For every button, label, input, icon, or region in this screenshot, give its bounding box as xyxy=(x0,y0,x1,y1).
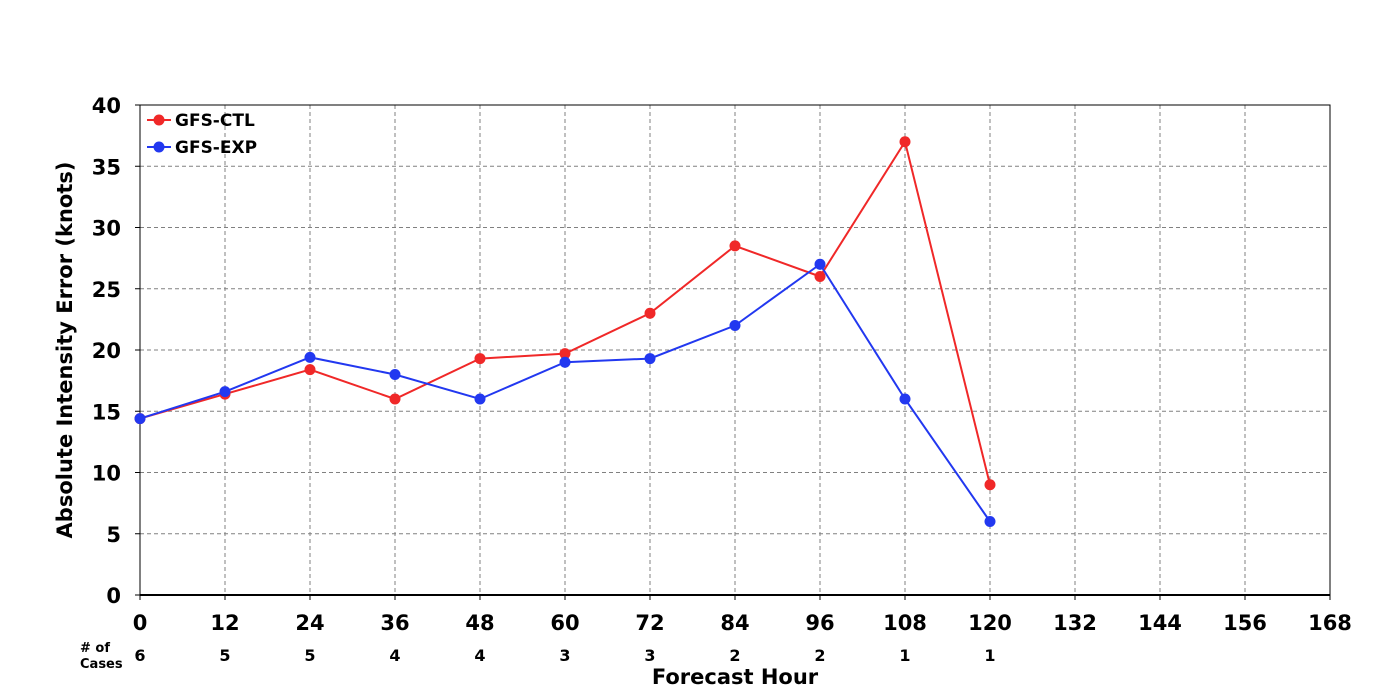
case-count: 4 xyxy=(389,646,400,665)
cases-label-line2: Cases xyxy=(80,657,123,672)
data-point-gfs-ctl xyxy=(389,393,401,405)
x-tick-label: 108 xyxy=(883,611,927,635)
case-count: 5 xyxy=(304,646,315,665)
data-point-gfs-exp xyxy=(559,356,571,368)
case-count: 4 xyxy=(474,646,485,665)
y-tick-label: 0 xyxy=(106,584,121,608)
data-point-gfs-ctl xyxy=(474,353,486,365)
x-axis-ticks: 0 12 24 36 48 60 72 84 96 108 120 132 144 156 168 xyxy=(133,595,1352,635)
x-tick-label: 12 xyxy=(210,611,239,635)
x-tick-label: 0 xyxy=(133,611,148,635)
data-point-gfs-exp xyxy=(899,393,911,405)
x-tick-label: 48 xyxy=(465,611,494,635)
data-point-gfs-ctl xyxy=(559,348,571,360)
legend-label-gfs-ctl: GFS-CTL xyxy=(175,111,255,131)
case-count: 6 xyxy=(134,646,145,665)
y-axis-ticks: 0 5 10 15 20 25 30 35 40 xyxy=(92,94,140,608)
x-tick-label: 132 xyxy=(1053,611,1097,635)
x-tick-label: 120 xyxy=(968,611,1012,635)
series-gfs-exp xyxy=(134,258,996,527)
data-point-gfs-exp xyxy=(474,393,486,405)
series-layer xyxy=(134,136,996,527)
y-axis-title: Absolute Intensity Error (knots) xyxy=(53,162,77,539)
data-point-gfs-ctl xyxy=(899,136,911,148)
data-point-gfs-exp xyxy=(644,353,656,365)
x-tick-label: 84 xyxy=(720,611,749,635)
x-tick-label: 156 xyxy=(1223,611,1267,635)
data-point-gfs-exp xyxy=(814,258,826,270)
data-point-gfs-exp xyxy=(984,516,996,527)
data-point-gfs-ctl xyxy=(984,479,996,491)
y-tick-label: 40 xyxy=(92,94,121,118)
case-count: 1 xyxy=(984,646,995,665)
y-tick-label: 30 xyxy=(92,217,121,241)
case-count: 2 xyxy=(814,646,825,665)
y-tick-label: 25 xyxy=(92,278,121,302)
x-tick-label: 36 xyxy=(380,611,409,635)
data-point-gfs-ctl xyxy=(644,307,656,319)
data-point-gfs-exp xyxy=(729,320,741,331)
x-tick-label: 144 xyxy=(1138,611,1182,635)
legend-marker-gfs-exp xyxy=(153,141,165,153)
case-count: 2 xyxy=(729,646,740,665)
legend-marker-gfs-ctl xyxy=(153,114,165,126)
data-point-gfs-exp xyxy=(389,369,401,380)
cases-row: # of Cases 6 5 5 4 4 3 3 2 2 1 1 xyxy=(80,641,996,672)
y-tick-label: 20 xyxy=(92,339,121,363)
case-count: 3 xyxy=(644,646,655,665)
data-point-gfs-ctl xyxy=(814,271,826,282)
case-count: 3 xyxy=(559,646,570,665)
data-point-gfs-ctl xyxy=(729,240,741,252)
x-tick-label: 72 xyxy=(635,611,664,635)
data-point-gfs-exp xyxy=(219,386,231,398)
case-count: 5 xyxy=(219,646,230,665)
data-point-gfs-ctl xyxy=(304,364,316,376)
data-point-gfs-exp xyxy=(134,413,146,425)
x-tick-label: 24 xyxy=(295,611,324,635)
y-tick-label: 5 xyxy=(106,523,121,547)
x-axis-title: Forecast Hour xyxy=(652,665,819,689)
case-count: 1 xyxy=(899,646,910,665)
legend-label-gfs-exp: GFS-EXP xyxy=(175,138,257,158)
x-tick-label: 168 xyxy=(1308,611,1352,635)
grid xyxy=(140,105,1330,595)
cases-label-line1: # of xyxy=(80,641,110,656)
data-point-gfs-exp xyxy=(304,351,316,363)
legend: GFS-CTL GFS-EXP xyxy=(147,111,257,158)
x-tick-label: 96 xyxy=(805,611,834,635)
y-tick-label: 15 xyxy=(92,400,121,424)
y-tick-label: 35 xyxy=(92,155,121,179)
x-tick-label: 60 xyxy=(550,611,579,635)
y-tick-label: 10 xyxy=(92,462,121,486)
series-line-gfs-ctl xyxy=(139,139,991,485)
